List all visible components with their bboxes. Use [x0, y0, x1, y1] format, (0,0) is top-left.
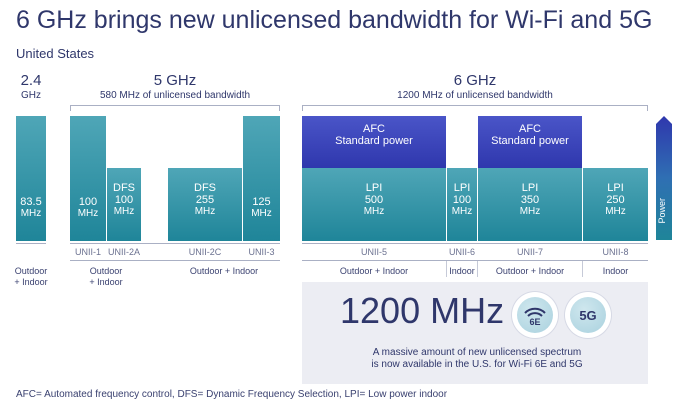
page-title: 6 GHz brings new unlicensed bandwidth fo… — [16, 6, 653, 34]
band-5ghz-bandwidth: 580 MHz of unlicensed bandwidth — [99, 90, 251, 101]
block-unii-3: 125 MHz — [243, 116, 280, 241]
usage-2-4ghz: Outdoor + Indoor — [8, 266, 54, 288]
power-label: Power — [657, 198, 667, 224]
block-unii-7-unit: MHz — [519, 206, 541, 217]
label-unii-3: UNII-3 — [248, 247, 275, 257]
block-unii-2c-type: DFS — [194, 182, 216, 194]
usage-unii-6: Indoor — [449, 266, 475, 276]
footnote: AFC= Automated frequency control, DFS= D… — [16, 389, 448, 400]
5g-label: 5G — [579, 308, 597, 323]
band-2-4-unit: GHz — [21, 90, 41, 101]
block-unii-8: LPI 250 MHz — [583, 168, 648, 241]
band-6ghz-bracket — [302, 105, 648, 111]
wifi-arcs-icon — [524, 307, 546, 317]
block-unii-5-type: LPI — [365, 182, 383, 194]
band-2-4-name: 2.4 — [20, 72, 42, 89]
band-5ghz-bracket — [70, 105, 280, 111]
usage-2-4ghz-line1: Outdoor — [14, 266, 48, 276]
block-unii-5-afc-power: Standard power — [335, 135, 413, 147]
block-unii-7-afc-label: AFC — [519, 123, 541, 135]
block-unii-6-unit: MHz — [451, 206, 473, 217]
wifi-6e-label: 6E — [529, 317, 541, 327]
band-6ghz-name: 6 GHz — [453, 72, 497, 89]
usage-5ghz-low-line1: Outdoor — [89, 266, 123, 276]
panel-text-line1: A massive amount of new unlicensed spect… — [372, 347, 582, 358]
wifi-6e-badge: 6E — [512, 292, 558, 338]
block-unii-6-value: 100 — [452, 194, 472, 206]
total-bandwidth-value: 1200 MHz — [340, 290, 505, 331]
block-unii-5: LPI 500 MHz — [302, 168, 446, 241]
block-2-4ghz: 83.5 MHz — [16, 116, 46, 241]
block-2-4ghz-value: 83.5 — [20, 196, 42, 208]
block-unii-2a-unit: MHz — [113, 206, 135, 217]
panel-text-line2: is now available in the U.S. for Wi-Fi 6… — [371, 359, 583, 370]
block-unii-1-unit: MHz — [77, 208, 99, 219]
block-unii-6-type: LPI — [453, 182, 471, 194]
usage-5ghz-low: Outdoor + Indoor — [80, 266, 132, 288]
block-unii-3-value: 125 — [252, 196, 271, 208]
block-unii-5-unit: MHz — [363, 206, 385, 217]
label-unii-2a: UNII-2A — [107, 247, 140, 257]
baseline-5ghz-usage — [70, 260, 280, 261]
block-unii-2a-value: 100 — [114, 194, 134, 206]
usage-divider — [582, 261, 583, 277]
block-unii-7-afc-power: Standard power — [491, 135, 569, 147]
usage-5ghz-high: Outdoor + Indoor — [189, 266, 259, 276]
block-unii-8-type: LPI — [607, 182, 624, 194]
band-6ghz-bandwidth: 1200 MHz of unlicensed bandwidth — [397, 90, 553, 101]
usage-2-4ghz-line2: + Indoor — [14, 277, 48, 287]
panel-description: A massive amount of new unlicensed spect… — [312, 347, 642, 371]
block-unii-7-type: LPI — [521, 182, 539, 194]
block-unii-3-unit: MHz — [251, 208, 272, 219]
usage-5ghz-low-line2: + Indoor — [89, 277, 123, 287]
usage-unii-7: Outdoor + Indoor — [495, 266, 565, 276]
power-arrow-icon — [656, 116, 672, 240]
block-unii-2c-unit: MHz — [194, 206, 216, 217]
block-unii-7: LPI 350 MHz — [478, 168, 582, 241]
usage-divider — [477, 261, 478, 277]
block-unii-7-afc: AFC Standard power — [478, 116, 582, 168]
block-unii-5-value: 500 — [364, 194, 384, 206]
label-unii-8: UNII-8 — [602, 247, 629, 257]
region-label: United States — [16, 46, 95, 61]
band-5ghz-name: 5 GHz — [153, 72, 197, 89]
label-unii-6: UNII-6 — [448, 247, 475, 257]
label-unii-7: UNII-7 — [516, 247, 543, 257]
baseline-6ghz-usage — [302, 260, 648, 261]
block-unii-1-value: 100 — [78, 196, 98, 208]
block-unii-2c-value: 255 — [195, 194, 215, 206]
block-unii-5-afc: AFC Standard power — [302, 116, 446, 168]
block-unii-2a: DFS 100 MHz — [107, 168, 141, 241]
label-unii-5: UNII-5 — [360, 247, 387, 257]
block-unii-8-value: 250 — [606, 194, 625, 206]
5g-badge: 5G — [565, 292, 611, 338]
5g-icon: 5G — [570, 297, 606, 333]
baseline-5ghz — [70, 243, 280, 244]
block-unii-7-value: 350 — [520, 194, 540, 206]
block-unii-1: 100 MHz — [70, 116, 106, 241]
label-unii-2c: UNII-2C — [188, 247, 222, 257]
wifi-6e-icon: 6E — [517, 297, 553, 333]
baseline-6ghz — [302, 243, 648, 244]
block-unii-2a-type: DFS — [113, 182, 135, 194]
block-unii-6: LPI 100 MHz — [447, 168, 477, 241]
block-unii-2c: DFS 255 MHz — [168, 168, 242, 241]
usage-unii-8: Indoor — [602, 266, 629, 276]
block-unii-8-unit: MHz — [605, 206, 626, 217]
usage-unii-5: Outdoor + Indoor — [339, 266, 409, 276]
label-unii-1: UNII-1 — [74, 247, 101, 257]
usage-divider — [446, 261, 447, 277]
baseline-2-4 — [16, 243, 46, 244]
block-2-4ghz-unit: MHz — [20, 208, 42, 219]
block-unii-5-afc-label: AFC — [363, 123, 385, 135]
